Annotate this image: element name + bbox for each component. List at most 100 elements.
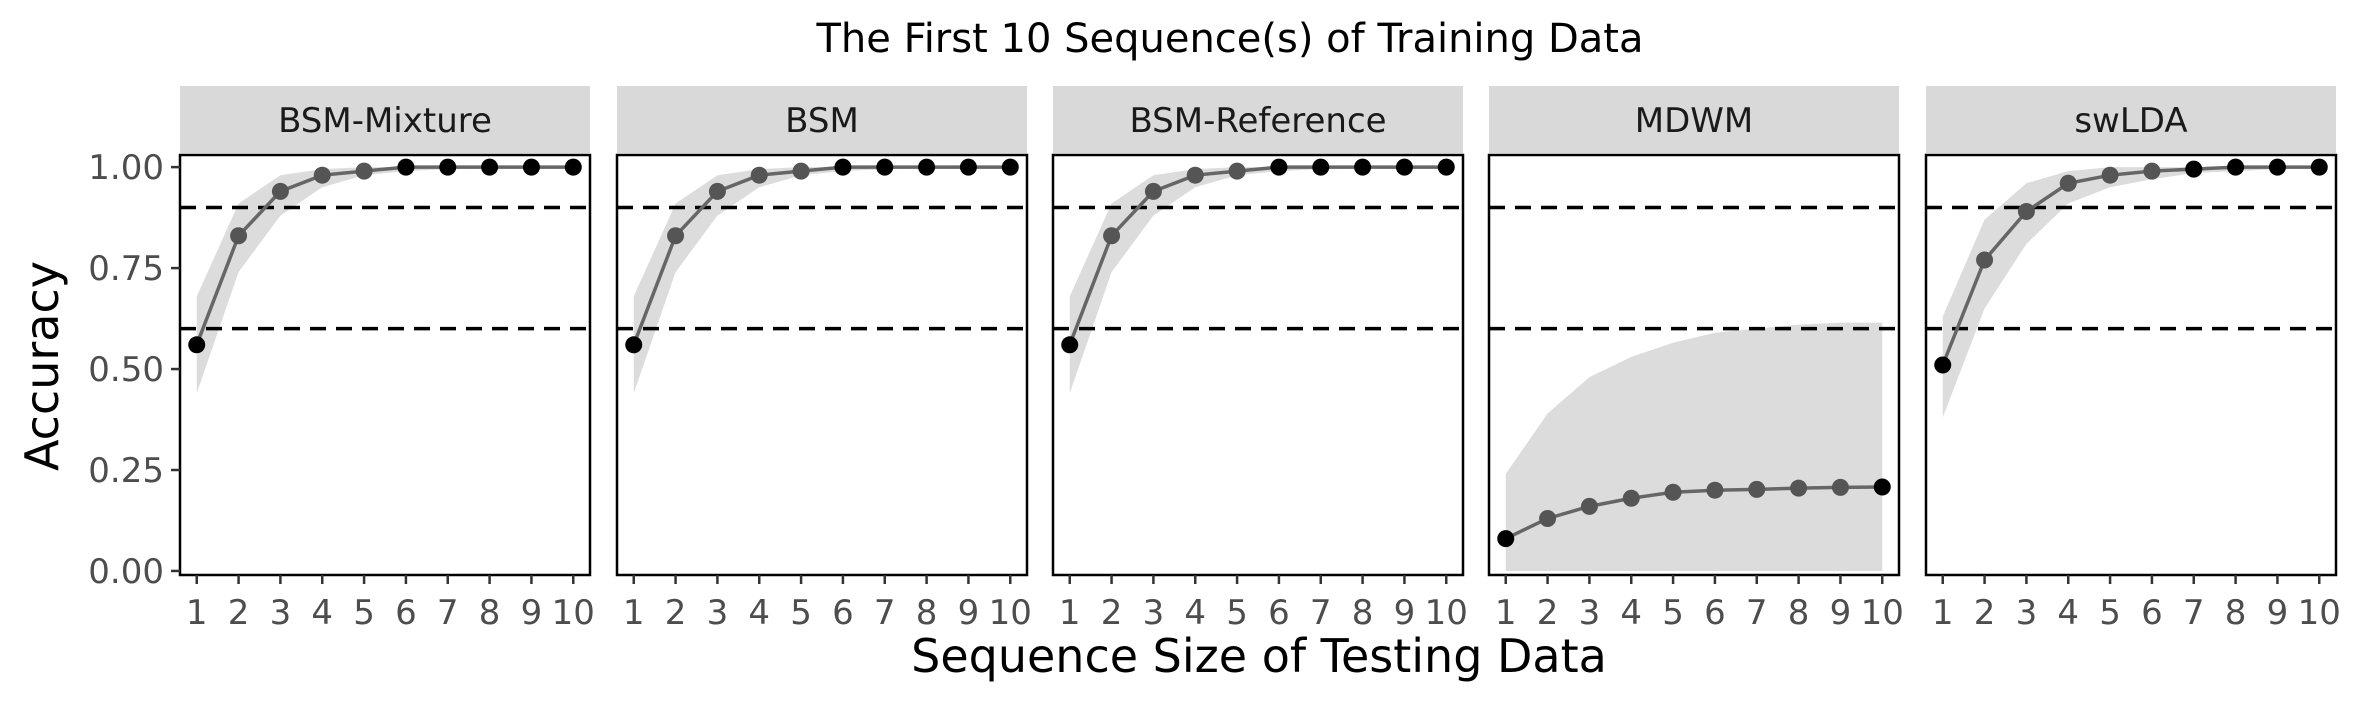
x-tick-label: 6	[395, 593, 417, 633]
x-tick-label: 7	[1746, 593, 1768, 633]
y-axis-title: Accuracy	[15, 261, 69, 471]
x-tick-label: 10	[989, 593, 1032, 633]
data-point	[1395, 158, 1413, 176]
x-tick-label: 9	[1830, 593, 1852, 633]
data-point	[564, 158, 582, 176]
x-tick-label: 4	[1620, 593, 1642, 633]
data-point	[2101, 166, 2119, 184]
x-tick-label: 8	[916, 593, 938, 633]
x-axis-title: Sequence Size of Testing Data	[911, 629, 1607, 683]
x-tick-label: 6	[2141, 593, 2163, 633]
confidence-band	[1942, 167, 2320, 418]
panel-strip	[180, 86, 590, 153]
panel-swlda: swLDA 1 2 3 4 5 6 7 8 9 10	[1924, 86, 2341, 633]
x-tick-label: 3	[2016, 593, 2038, 633]
data-point	[2227, 158, 2245, 176]
data-point	[230, 227, 248, 245]
series-line	[195, 165, 574, 346]
data-point	[834, 158, 852, 176]
series-line	[632, 165, 1011, 346]
data-point	[1934, 356, 1952, 374]
x-tick-label: 1	[1059, 593, 1081, 633]
data-point	[1664, 483, 1682, 501]
x-tick-label: 8	[1352, 593, 1374, 633]
x-tick-label: 7	[2183, 593, 2205, 633]
data-point	[1539, 509, 1557, 527]
x-tick-label: 3	[1579, 593, 1601, 633]
panel-border	[178, 153, 592, 577]
panel-bsm: BSM 1 2 3 4 5 6 7 8 9 10	[615, 86, 1032, 633]
data-point	[1001, 158, 1019, 176]
series-line	[1068, 165, 1447, 346]
chart-title: The First 10 Sequence(s) of Training Dat…	[815, 16, 1643, 62]
x-tick-label: 9	[521, 593, 543, 633]
data-point	[625, 336, 643, 354]
data-point	[271, 182, 289, 200]
x-tick-label: 2	[1537, 593, 1559, 633]
panel-strip	[1489, 86, 1899, 153]
data-point	[2185, 160, 2203, 178]
x-tick-label: 1	[1932, 593, 1954, 633]
data-point	[750, 166, 768, 184]
data-point	[1790, 479, 1808, 497]
x-tick-label: 7	[1310, 593, 1332, 633]
y-tick-label: 0.75	[88, 249, 164, 289]
data-point	[959, 158, 977, 176]
x-tick-label: 5	[1226, 593, 1248, 633]
data-point	[1622, 489, 1640, 507]
data-point	[2059, 174, 2077, 192]
data-point	[1976, 251, 1994, 269]
series-line	[1504, 485, 1883, 541]
data-point	[1228, 162, 1246, 180]
series-line	[1941, 165, 2320, 366]
data-point	[1061, 336, 1079, 354]
panel-strip-label: MDWM	[1635, 101, 1753, 141]
data-point	[2017, 203, 2035, 221]
panel-strip-label: BSM-Mixture	[278, 101, 492, 141]
x-tick-label: 5	[353, 593, 375, 633]
x-tick-label: 6	[832, 593, 854, 633]
data-point	[2143, 162, 2161, 180]
data-point	[355, 162, 373, 180]
panel-bsm-mixture: BSM-Mixture 1 2 3 4 5 6 7 8 9 10	[178, 86, 595, 633]
x-tick-label: 3	[1143, 593, 1165, 633]
data-point	[918, 158, 936, 176]
panel-border	[1924, 153, 2338, 577]
x-tick-label: 4	[311, 593, 333, 633]
panel-strip-label: swLDA	[2074, 101, 2187, 141]
x-tick-label: 4	[2057, 593, 2079, 633]
data-point	[708, 182, 726, 200]
data-point	[876, 158, 894, 176]
data-point	[1312, 158, 1330, 176]
data-point	[1103, 227, 1121, 245]
panel-mdwm: MDWM 1 2 3 4 5 6 7 8 9 10	[1487, 86, 1904, 633]
panel-border	[1487, 153, 1901, 577]
x-tick-label: 1	[623, 593, 645, 633]
y-axis: 0.00 0.25 0.50 0.75 1.00	[88, 148, 180, 592]
confidence-band	[1505, 322, 1883, 571]
panel-strip-label: BSM-Reference	[1129, 101, 1386, 141]
x-tick-label: 7	[437, 593, 459, 633]
panel-bsm-reference: BSM-Reference 1 2 3 4 5 6 7 8 9 10	[1051, 86, 1468, 633]
x-tick-label: 5	[790, 593, 812, 633]
x-tick-label: 10	[1861, 593, 1904, 633]
x-tick-label: 7	[874, 593, 896, 633]
y-tick-label: 0.00	[88, 552, 164, 592]
data-point	[667, 227, 685, 245]
data-point	[2268, 158, 2286, 176]
x-tick-label: 8	[1788, 593, 1810, 633]
x-tick-label: 9	[1394, 593, 1416, 633]
data-point	[1748, 480, 1766, 498]
y-tick-label: 0.25	[88, 451, 164, 491]
panel-strip-label: BSM	[785, 101, 859, 141]
data-point	[188, 336, 206, 354]
panel-border	[1051, 153, 1465, 577]
x-tick-label: 10	[552, 593, 595, 633]
x-tick-label: 6	[1268, 593, 1290, 633]
y-tick-label: 1.00	[88, 148, 164, 188]
data-point	[397, 158, 415, 176]
data-point	[2310, 158, 2328, 176]
panel-strip	[617, 86, 1027, 153]
